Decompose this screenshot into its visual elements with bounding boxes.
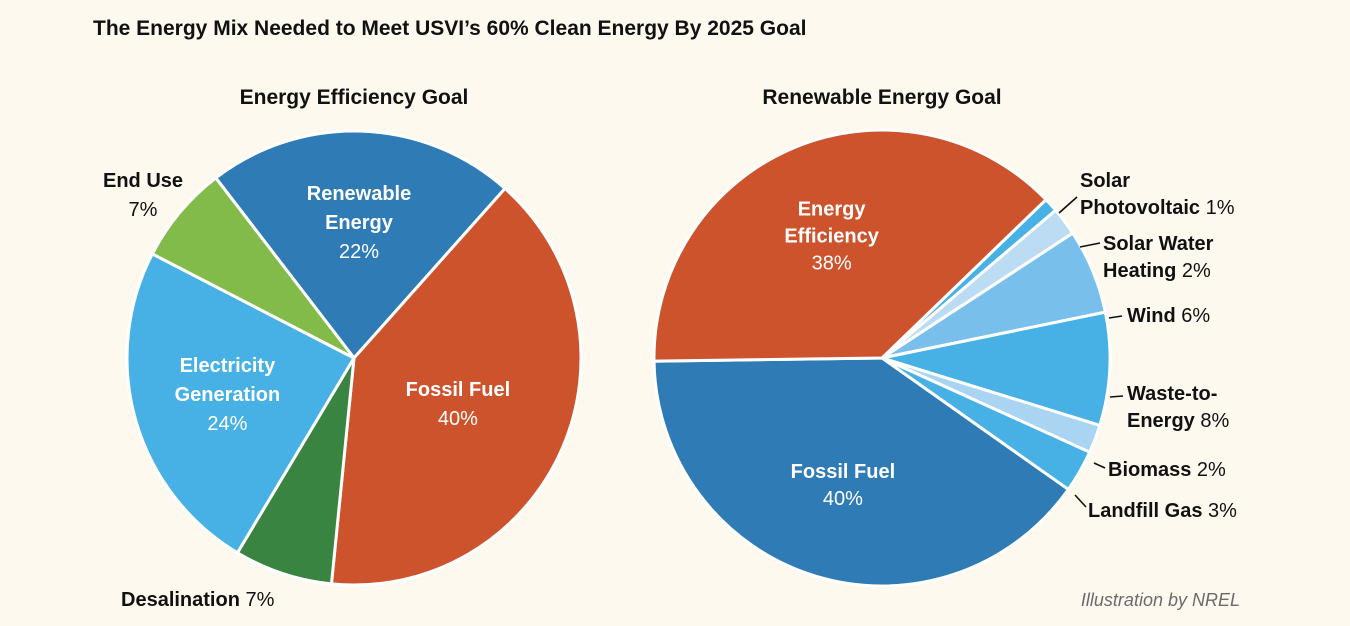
pie-title-renewable-energy: Renewable Energy Goal xyxy=(762,86,1001,109)
slice-label-end-use: End Use 7% xyxy=(103,170,183,221)
pie-slice-fossil-fuel xyxy=(652,356,1071,588)
leader-line-waste-to-energy xyxy=(1109,395,1124,398)
leader-line-wind xyxy=(1108,315,1123,319)
slice-label-solar-water-heating: Solar Water Heating 2% xyxy=(1103,233,1214,282)
figure-title: The Energy Mix Needed to Meet USVI’s 60%… xyxy=(93,17,806,40)
slice-label-energy-efficiency: Energy Efficiency 38% xyxy=(784,199,879,275)
pie-slice-electricity-generation xyxy=(125,251,357,555)
pie-slices-energy-efficiency xyxy=(125,129,583,587)
slice-label-renewable-energy: Renewable Energy 22% xyxy=(307,183,411,263)
leader-line-landfill-gas xyxy=(1074,494,1087,508)
slice-label-solar-photovoltaic: Solar Photovoltaic 1% xyxy=(1080,170,1235,219)
pie-slice-waste-to-energy xyxy=(881,310,1112,428)
pie-leader-lines-renewable-energy xyxy=(1058,196,1124,508)
pie-title-energy-efficiency: Energy Efficiency Goal xyxy=(240,86,469,109)
slice-label-wind: Wind 6% xyxy=(1127,305,1210,327)
slice-label-desalination: Desalination 7% xyxy=(121,589,275,611)
pie-slice-energy-efficiency xyxy=(652,128,1049,363)
slice-label-fossil-fuel: Fossil Fuel 40% xyxy=(406,379,510,430)
pie-slice-end-use xyxy=(150,175,356,360)
slice-label-waste-to-energy: Waste-to-Energy 8% xyxy=(1127,383,1229,432)
pie-chart-renewable-energy: Renewable Energy Goal Solar Photovoltaic … xyxy=(652,86,1237,588)
pie-slices-renewable-energy xyxy=(652,128,1112,588)
pie-slice-fossil-fuel xyxy=(329,186,583,587)
slice-label-biomass: Biomass 2% xyxy=(1108,459,1226,481)
pie-labels-energy-efficiency: Renewable Energy 22% Fossil Fuel 40% Desalina… xyxy=(103,170,510,611)
slice-label-electricity-generation: Electricity Generation 24% xyxy=(175,355,281,435)
pie-slice-renewable-energy xyxy=(213,129,508,361)
pie-labels-renewable-energy: Solar Photovoltaic 1% Solar Water Heating 2… xyxy=(784,170,1237,522)
slice-label-fossil-fuel: Fossil Fuel 40% xyxy=(791,461,895,510)
slice-label-landfill-gas: Landfill Gas 3% xyxy=(1088,500,1237,522)
pie-chart-energy-efficiency: Energy Efficiency Goal Renewable Energy 22… xyxy=(103,86,583,611)
leader-line-solar-photovoltaic xyxy=(1058,196,1078,214)
leader-line-biomass xyxy=(1093,462,1106,469)
leader-line-solar-water-heating xyxy=(1079,242,1101,248)
credit-text: Illustration by NREL xyxy=(1081,590,1240,610)
